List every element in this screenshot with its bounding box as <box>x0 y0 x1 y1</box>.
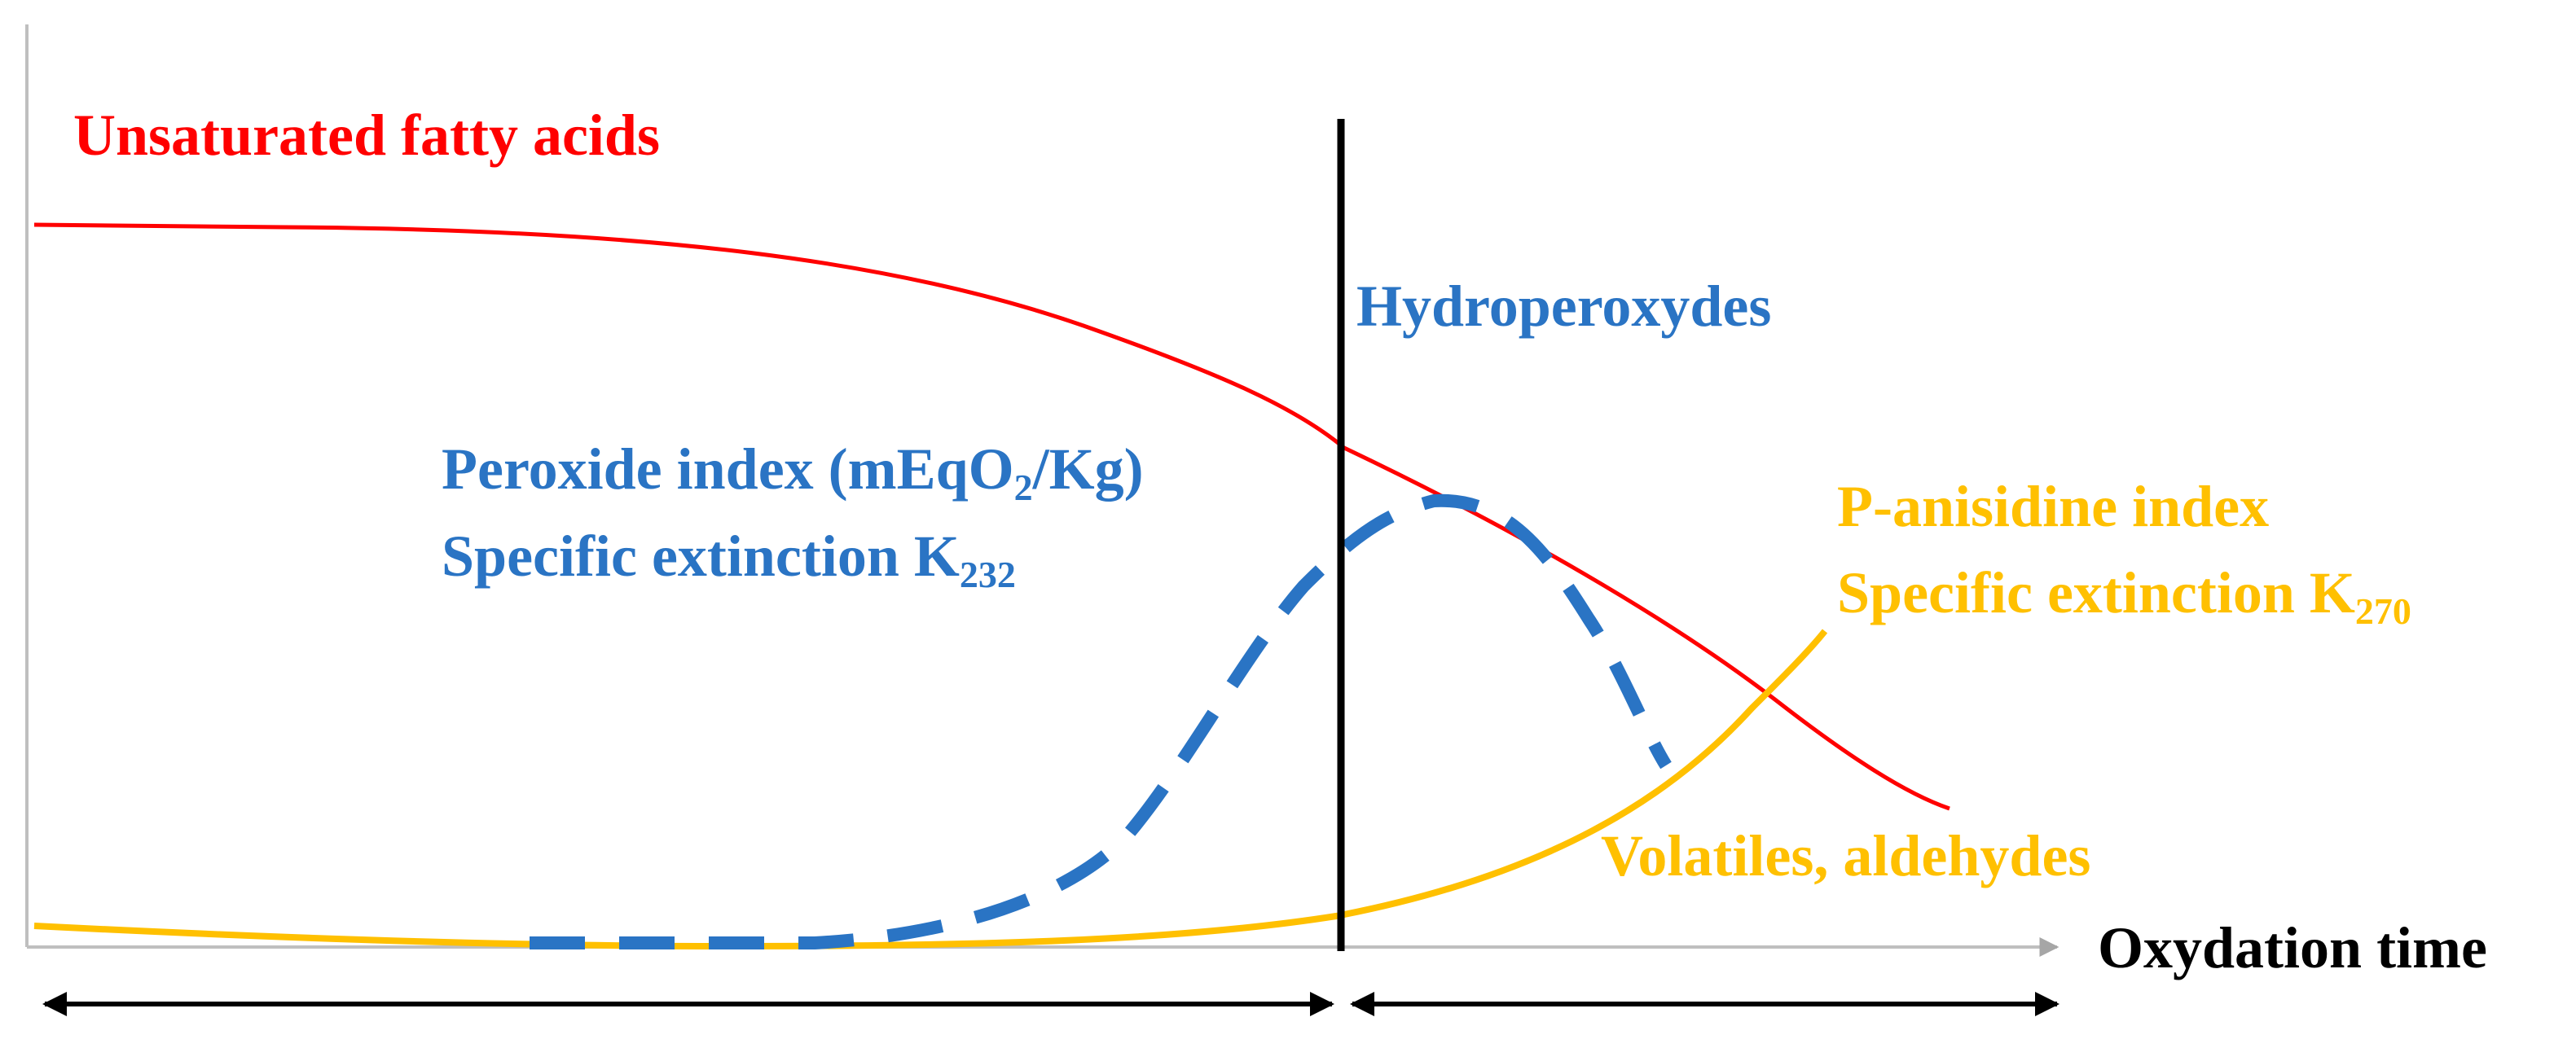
hydroperoxydes-label: Hydroperoxydes <box>1356 274 1771 339</box>
volatiles-aldehydes-curve <box>33 629 1828 950</box>
volatiles-aldehydes-label: Volatiles, aldehydes <box>1601 823 2090 888</box>
specific-extinction-k270-label: Specific extinction K270 <box>1837 560 2411 632</box>
unsaturated-fatty-acids-label: Unsaturated fatty acids <box>73 103 660 168</box>
specific-extinction-k232-label: Specific extinction K232 <box>442 524 1016 595</box>
peroxide-index-label: Peroxide index (mEqO2/Kg) <box>442 436 1144 508</box>
unsaturated-fatty-acids-curve <box>33 222 1950 811</box>
x-axis-label: Oxydation time <box>2098 915 2487 980</box>
hydroperoxydes-curve <box>530 493 1672 949</box>
p-anisidine-index-label: P-anisidine index <box>1837 474 2269 539</box>
